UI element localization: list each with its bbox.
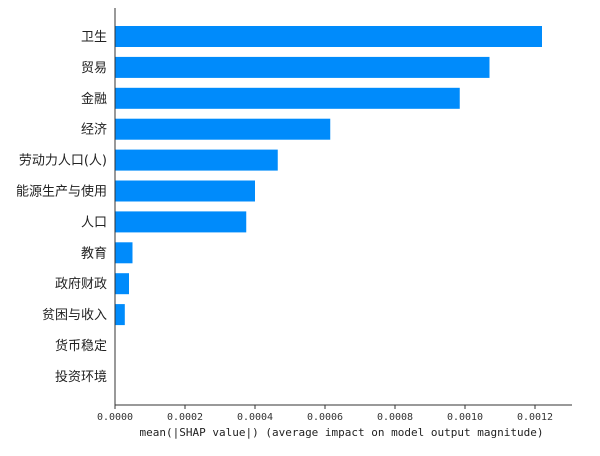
- x-tick-label-2: 0.0004: [237, 412, 273, 423]
- bars-group: [115, 26, 542, 326]
- x-tick-label-0: 0.0000: [97, 412, 133, 423]
- bar-3: [115, 118, 331, 140]
- bar-1: [115, 56, 490, 78]
- category-label-4: 劳动力人口(人): [19, 153, 107, 169]
- x-tick-label-6: 0.0012: [517, 412, 553, 423]
- x-tick-label-4: 0.0008: [377, 412, 413, 423]
- bar-7: [115, 242, 133, 264]
- bar-8: [115, 273, 129, 295]
- x-tick-label-5: 0.0010: [447, 412, 483, 423]
- category-label-8: 政府财政: [55, 277, 107, 292]
- bar-6: [115, 211, 247, 233]
- bar-9: [115, 304, 125, 326]
- x-axis-title: mean(|SHAP value|) (average impact on mo…: [140, 426, 544, 439]
- bar-4: [115, 149, 278, 171]
- category-label-9: 贫困与收入: [42, 307, 107, 323]
- category-label-7: 教育: [81, 245, 107, 261]
- category-label-10: 货币稳定: [55, 338, 107, 354]
- category-label-2: 金融: [81, 91, 107, 107]
- x-ticks-group: 0.0000 0.0002 0.0004 0.0006 0.0008 0.0010 0.00…: [97, 405, 553, 423]
- category-label-0: 卫生: [81, 30, 107, 45]
- x-tick-label-1: 0.0002: [167, 412, 203, 423]
- category-label-6: 人口: [81, 215, 107, 230]
- category-label-3: 经济: [81, 123, 107, 138]
- category-label-1: 贸易: [81, 61, 107, 76]
- category-label-11: 投资环境: [55, 369, 107, 385]
- bar-2: [115, 87, 460, 109]
- category-label-5: 能源生产与使用: [16, 184, 107, 200]
- bar-5: [115, 180, 255, 202]
- x-tick-label-3: 0.0006: [307, 412, 343, 423]
- bar-0: [115, 26, 542, 47]
